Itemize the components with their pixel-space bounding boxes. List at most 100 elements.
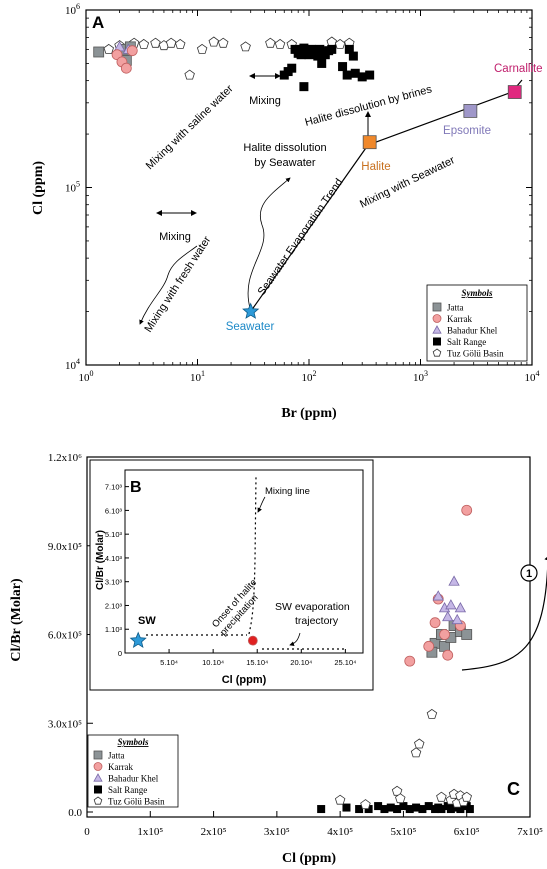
a-point-salt-range	[342, 70, 352, 80]
c-x-tick-label: 2x10⁵	[201, 826, 227, 838]
halite-seawater-curve	[247, 177, 291, 309]
c-point-karrak	[429, 617, 441, 629]
b-y-tick-label: 1.10³	[105, 625, 123, 634]
legend-a-box	[426, 284, 528, 362]
c-point-tuz-g-l-basin	[391, 785, 403, 796]
a-point-tuz-g-l-basin	[208, 36, 219, 47]
c-point-bahadur-khel	[448, 575, 460, 586]
b-point-sw	[129, 631, 147, 648]
c-point-tuz-g-l-basin	[426, 708, 438, 719]
panel-b-y-ticks: 0 1.10³ 2.10³ 3.10³ 4.10³ 5.10³ 6.10³ 7.10³	[105, 483, 129, 658]
c-point-salt-range	[342, 803, 351, 812]
c-point-karrak	[439, 629, 450, 640]
annot-halite-seawater-2: by Seawater	[254, 157, 315, 169]
a-point-tuz-g-l-basin	[274, 38, 286, 49]
a-point-salt-range	[350, 68, 360, 78]
c-point-salt-range	[399, 802, 408, 811]
panel-b: B 5.10⁴ 10.10⁴ 15.10⁴ 20.10⁴ 25.10⁴ 0 1.10³ 2.…	[89, 459, 374, 691]
c-x-tick-label: 3x10⁵	[264, 826, 290, 838]
c-y-tick-label: 6.0x10⁵	[48, 630, 82, 642]
legend-c-swatch-bahadur-khel	[93, 773, 103, 782]
c-point-karrak	[461, 504, 473, 516]
legend-c-label-karrak: Karrak	[108, 762, 133, 772]
c-y-tick-label: 3.0x10⁵	[48, 718, 82, 730]
c-point-salt-range	[355, 805, 364, 814]
trend-label-1: 1	[520, 564, 538, 582]
c-y-tick-label: 9.0x10⁵	[48, 541, 82, 553]
legend-c-label-salt-range: Salt Range	[108, 785, 147, 795]
a-point-salt-range	[344, 44, 354, 54]
a-point-salt-range	[317, 58, 327, 68]
c-point-salt-range	[374, 802, 383, 811]
a-y-tick-label: 104	[65, 357, 80, 372]
a-x-tick-label: 104	[525, 369, 540, 384]
c-y-tick-label: 0.0	[68, 807, 82, 819]
panel-b-letter: B	[130, 479, 142, 496]
c-point-karrak	[423, 640, 435, 652]
c-point-tuz-g-l-basin	[461, 791, 472, 802]
legend-c-label-tuz-g-l-basin: Tuz Gölü Basin	[108, 797, 165, 807]
panel-c-letter: C	[507, 779, 520, 799]
label-seawater: Seawater	[226, 321, 275, 333]
b-mixing-label: Mixing line	[265, 486, 310, 497]
a-x-tick-label: 101	[190, 369, 205, 384]
panel-a-xlabel: Br (ppm)	[281, 406, 337, 421]
c-x-tick-label: 5x10⁵	[391, 826, 417, 838]
panel-a-ylabel: Cl (ppm)	[31, 161, 46, 215]
label-epsomite: Epsomite	[443, 125, 491, 137]
legend-c-swatch-salt-range	[94, 785, 102, 794]
b-x-tick-label: 5.10⁴	[160, 658, 178, 667]
fresh-water-curve	[139, 245, 198, 325]
a-point-salt-range	[296, 50, 306, 60]
legend-c-title: Symbols	[117, 737, 149, 747]
a-x-tick-label: 102	[302, 369, 317, 384]
c-point-salt-range	[386, 803, 395, 812]
a-point-tuz-g-l-basin	[240, 41, 251, 52]
annot-halite-seawater-1: Halite dissolution	[243, 142, 326, 154]
a-point-salt-range	[279, 70, 289, 80]
legend-a-swatch-bahadur-khel	[432, 325, 442, 334]
c-point-salt-range	[465, 805, 474, 814]
c-point-salt-range	[412, 803, 421, 812]
b-x-tick-label: 20.10⁴	[290, 658, 312, 667]
b-y-tick-label: 6.10³	[105, 506, 123, 515]
panel-b-points	[129, 631, 258, 648]
a-point-jatta	[93, 46, 105, 58]
b-mixing-arrow	[257, 496, 266, 513]
a-special-epsomite	[463, 104, 478, 118]
b-traj-label-2: trajectory	[295, 615, 339, 627]
a-point-salt-range	[348, 51, 358, 61]
a-special-halite	[362, 135, 377, 150]
b-y-tick-label: 0	[118, 649, 122, 658]
c-point-bahadur-khel	[454, 602, 467, 613]
a-point-tuz-g-l-basin	[196, 43, 208, 54]
a-point-tuz-g-l-basin	[150, 37, 161, 48]
legend-c-swatch-karrak	[93, 762, 103, 771]
a-point-tuz-g-l-basin	[334, 38, 346, 49]
legend-c-label-jatta: Jatta	[108, 751, 125, 761]
c-point-tuz-g-l-basin	[414, 738, 425, 749]
b-y-tick-label: 2.10³	[105, 601, 123, 610]
a-y-tick-label: 105	[65, 180, 80, 195]
legend-c-label-bahadur-khel: Bahadur Khel	[108, 774, 159, 784]
panel-b-x-ticks: 5.10⁴ 10.10⁴ 15.10⁴ 20.10⁴ 25.10⁴	[160, 649, 356, 667]
c-point-tuz-g-l-basin	[360, 799, 371, 809]
c-point-tuz-g-l-basin	[334, 794, 346, 805]
panel-b-ylabel: Cl/Br (Molar)	[95, 530, 106, 590]
legend-a-swatch-jatta	[432, 302, 442, 312]
a-point-tuz-g-l-basin	[175, 38, 186, 49]
panel-a: A 100 101 102 103 104 104 105 106 Br (ppm) Cl …	[31, 2, 543, 421]
c-point-bahadur-khel	[451, 613, 463, 625]
panel-c-ylabel: Cl/Br (Molar)	[9, 578, 24, 662]
b-y-tick-label: 7.10³	[105, 483, 123, 492]
c-x-tick-label: 6x10⁵	[454, 826, 480, 838]
label-carnallite: Carnallite	[494, 63, 543, 75]
a-point-tuz-g-l-basin	[165, 37, 177, 48]
c-point-jatta	[461, 629, 473, 640]
c-point-salt-range	[317, 805, 326, 814]
legend-a-label-karrak: Karrak	[447, 314, 472, 324]
panel-a-x-ticks: 100 101 102 103 104	[79, 10, 540, 384]
a-point-salt-range	[357, 72, 367, 82]
